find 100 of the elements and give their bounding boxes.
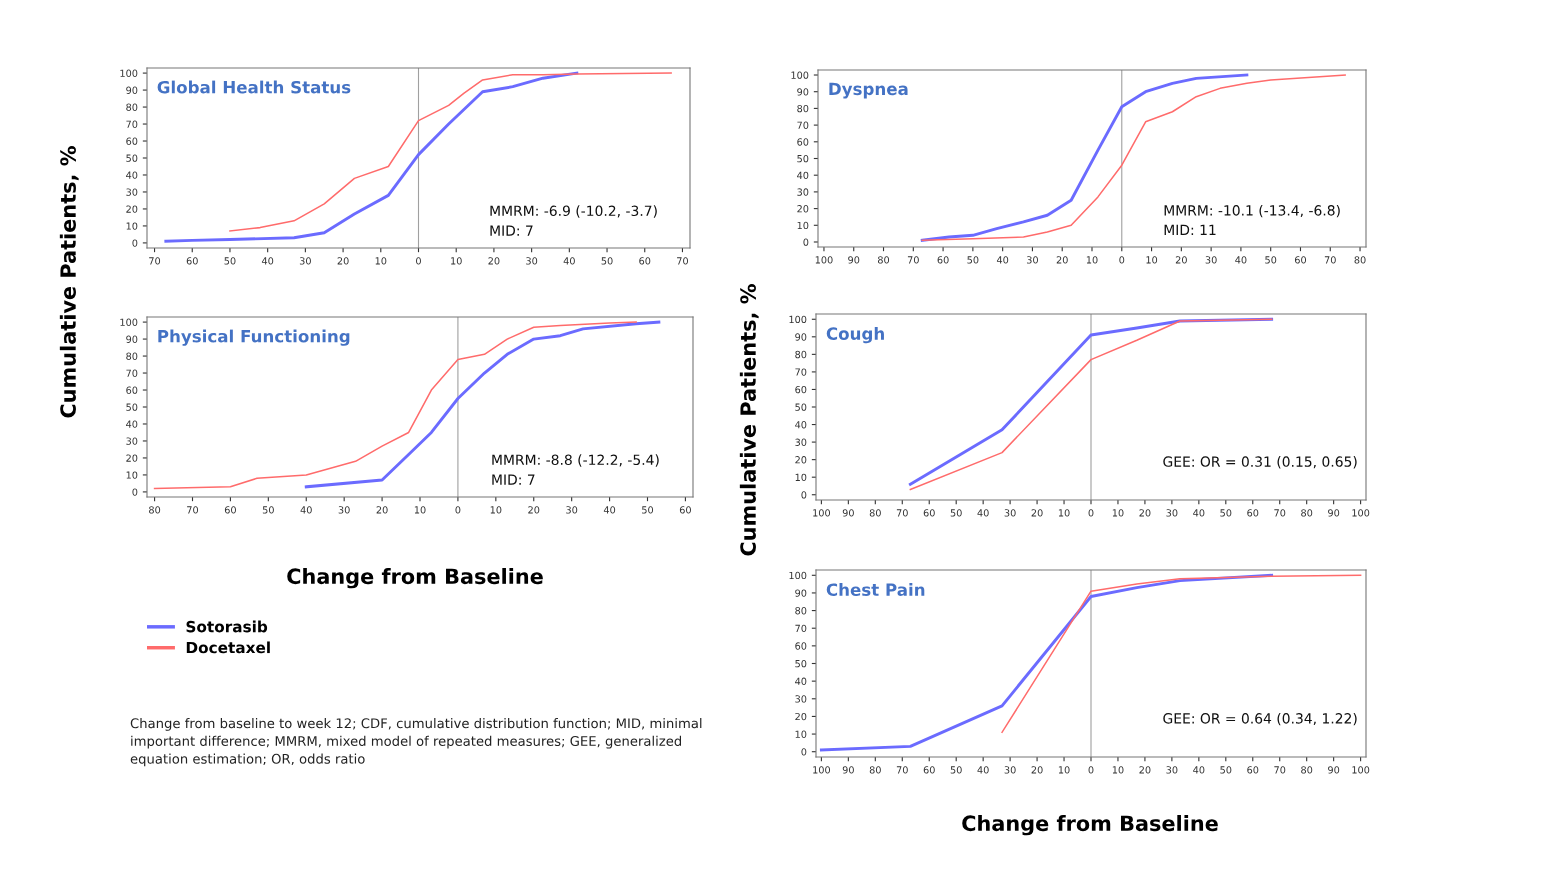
x-tick-label: 0 xyxy=(1088,509,1094,517)
y-tick-label: 10 xyxy=(797,221,809,230)
y-tick-label: 40 xyxy=(797,171,809,180)
x-tick-label: 20 xyxy=(376,506,388,514)
x-tick-label: 50 xyxy=(1220,766,1232,774)
x-tick-label: 50 xyxy=(642,506,654,514)
x-tick-label: 80 xyxy=(1301,766,1313,774)
x-tick-label: 10 xyxy=(1058,766,1070,774)
x-tick-label: 50 xyxy=(1220,509,1232,517)
y-tick-label: 100 xyxy=(120,318,138,326)
y-tick-label: 20 xyxy=(795,456,807,464)
y-tick-label: 100 xyxy=(120,69,138,77)
x-tick-label: 20 xyxy=(1031,509,1043,517)
x-tick-label: 70 xyxy=(1274,766,1286,774)
x-tick-label: 80 xyxy=(149,506,161,514)
x-tick-label: 20 xyxy=(488,257,500,265)
x-tick-label: 40 xyxy=(977,509,989,517)
y-tick-label: 60 xyxy=(126,386,138,394)
x-tick-label: 50 xyxy=(1265,256,1277,264)
text: Physical Functioning xyxy=(158,329,350,346)
x-tick-label: 70 xyxy=(1274,509,1286,517)
x-tick-label: 50 xyxy=(262,506,274,514)
annotation: GEE: OR = 0.64 (0.34, 1.22) xyxy=(1163,712,1357,726)
y-tick-label: 100 xyxy=(789,571,807,580)
x-tick-label: 10 xyxy=(414,506,426,514)
y-tick-label: 20 xyxy=(797,205,809,213)
x-tick-label: 90 xyxy=(848,256,860,264)
x-tick-label: 0 xyxy=(455,506,461,514)
y-tick-label: 40 xyxy=(795,421,807,429)
y-tick-label: 30 xyxy=(795,438,807,446)
y-tick-label: 0 xyxy=(132,488,138,496)
y-tick-label: 50 xyxy=(126,154,138,162)
text: Chest Pain xyxy=(826,583,925,596)
x-tick-label: 50 xyxy=(224,257,236,265)
y-tick-label: 30 xyxy=(797,188,809,196)
x-tick-label: 40 xyxy=(977,766,989,774)
x-tick-label: 60 xyxy=(639,257,651,265)
y-tick-label: 40 xyxy=(126,171,138,179)
x-tick-label: 40 xyxy=(603,506,616,514)
x-tick-label: 10 xyxy=(1058,509,1070,517)
y-tick-label: 50 xyxy=(795,403,807,411)
x-tick-label: 60 xyxy=(937,256,949,264)
x-tick-label: 50 xyxy=(950,766,962,774)
x-tick-label: 60 xyxy=(923,509,935,517)
annotation: MMRM: -6.9 (-10.2, -3.7) xyxy=(490,205,657,218)
y-tick-label: 70 xyxy=(126,120,138,128)
y-tick-label: 90 xyxy=(795,333,807,341)
x-tick-label: 100 xyxy=(1352,766,1370,774)
y-tick-label: 80 xyxy=(126,103,138,111)
x-tick-label: 0 xyxy=(416,257,421,265)
x-tick-label: 100 xyxy=(1352,509,1370,517)
y-tick-label: 20 xyxy=(795,712,807,721)
text: Global Health Status xyxy=(157,80,351,94)
x-tick-label: 30 xyxy=(1004,766,1016,774)
y-tick-label: 0 xyxy=(801,748,807,756)
y-tick-label: 30 xyxy=(126,188,138,196)
x-tick-label: 10 xyxy=(1086,256,1098,264)
x-tick-label: 60 xyxy=(224,506,236,514)
x-tick-label: 30 xyxy=(566,506,578,514)
y-tick-label: 50 xyxy=(797,154,809,163)
x-tick-label: 50 xyxy=(601,257,613,265)
legend-label: Sotorasib xyxy=(186,620,268,633)
x-tick-label: 70 xyxy=(187,506,199,514)
y-tick-label: 80 xyxy=(797,104,809,113)
x-tick-label: 80 xyxy=(1301,509,1313,517)
x-tick-label: 80 xyxy=(869,509,881,517)
y-tick-label: 20 xyxy=(126,454,138,462)
x-tick-label: 90 xyxy=(1328,509,1340,517)
x-tick-label: 20 xyxy=(1031,766,1043,774)
y-tick-label: 30 xyxy=(795,695,807,703)
x-tick-label: 20 xyxy=(1139,766,1151,774)
x-tick-label: 40 xyxy=(1235,256,1247,264)
y-tick-label: 70 xyxy=(795,368,807,376)
y-tick-label: 0 xyxy=(132,239,138,247)
x-tick-label: 40 xyxy=(1193,766,1205,774)
y-tick-label: 10 xyxy=(795,473,807,482)
annotation: MMRM: -10.1 (-13.4, -6.8) xyxy=(1164,204,1340,218)
x-tick-label: 90 xyxy=(842,766,854,774)
annotation: GEE: OR = 0.31 (0.15, 0.65) xyxy=(1163,456,1357,469)
x-tick-label: 40 xyxy=(1193,509,1205,517)
x-tick-label: 70 xyxy=(1324,256,1336,264)
y-tick-label: 90 xyxy=(795,589,807,597)
x-tick-label: 90 xyxy=(1328,766,1340,774)
x-tick-label: 10 xyxy=(490,506,502,514)
y-tick-label: 40 xyxy=(795,677,807,685)
y-tick-label: 50 xyxy=(795,659,807,668)
x-tick-label: 30 xyxy=(1026,256,1038,264)
y-tick-label: 10 xyxy=(795,730,807,738)
x-tick-label: 80 xyxy=(1354,256,1366,264)
x-tick-label: 20 xyxy=(1139,509,1151,517)
y-tick-label: 80 xyxy=(795,607,807,615)
x-tick-label: 60 xyxy=(923,766,935,774)
y-tick-label: 80 xyxy=(126,352,138,360)
y-tick-label: 60 xyxy=(795,385,807,394)
annotation: MID: 7 xyxy=(490,225,533,236)
x-tick-label: 10 xyxy=(1112,509,1124,517)
text: Change from baseline to week 12; CDF, cumulative distribution function; MID, minimal important difference; MMRM, mixed model of repeated measures; GEE, generalized equation estimation; OR, odds ratio xyxy=(130,718,702,767)
text: Cough xyxy=(826,327,884,344)
x-tick-label: 10 xyxy=(1112,766,1124,774)
y-tick-label: 60 xyxy=(797,138,809,146)
